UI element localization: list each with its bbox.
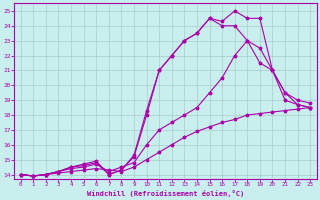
X-axis label: Windchill (Refroidissement éolien,°C): Windchill (Refroidissement éolien,°C) <box>87 190 244 197</box>
